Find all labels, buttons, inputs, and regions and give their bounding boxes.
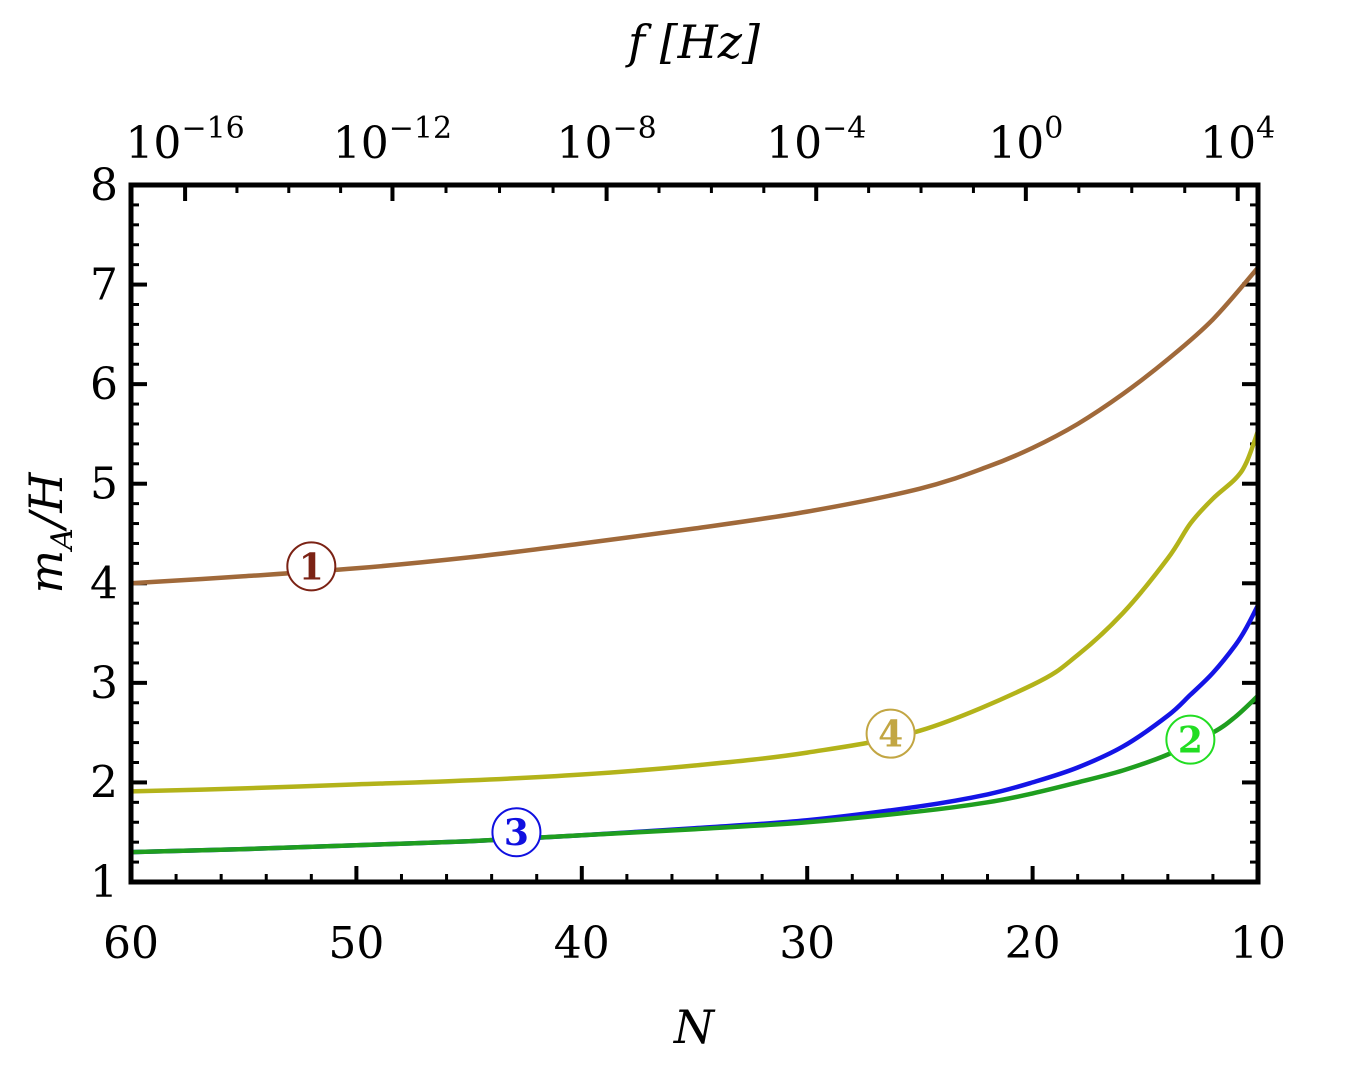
top-tick-label: 10−8 <box>556 111 656 169</box>
plot-frame <box>128 182 1261 885</box>
series-2-marker-label: 2 <box>1178 720 1203 762</box>
x-tick-label: 30 <box>779 918 835 969</box>
svg-text:mA/H: mA/H <box>19 472 80 594</box>
series-2-line <box>130 694 1260 855</box>
y-tick-label: 5 <box>90 459 118 510</box>
y-tick-label: 8 <box>90 160 118 211</box>
y-tick-label: 2 <box>90 757 118 808</box>
tick-marks <box>129 183 1260 884</box>
x-tick-label: 40 <box>554 918 610 969</box>
x-tick-label: 20 <box>1005 918 1061 969</box>
tick-labels: 60 50 40 30 20 10 1 2 3 4 5 6 7 810−16 10−12 10−8 10−4 10… <box>90 111 1286 969</box>
top-axis-title: f [Hz] <box>625 15 760 69</box>
y-tick-label: 6 <box>90 359 118 410</box>
series-1-line <box>130 266 1260 586</box>
series-2-marker-circle <box>1165 714 1216 765</box>
series-3-marker-circle <box>491 807 542 858</box>
y-axis-title: mA/H <box>19 472 80 594</box>
series-4-line <box>130 430 1261 794</box>
series-markers: 1 4 3 2 <box>286 541 1216 858</box>
series-3-line <box>130 604 1260 855</box>
series-4-marker-circle <box>865 708 916 759</box>
top-tick-label: 100 <box>988 111 1063 169</box>
x-tick-label: 10 <box>1230 918 1286 969</box>
series-1-marker-label: 1 <box>299 546 324 588</box>
x-axis-title: N <box>673 1000 716 1054</box>
y-tick-label: 4 <box>90 558 118 609</box>
series-4-marker-label: 4 <box>878 714 903 756</box>
top-tick-label: 104 <box>1200 111 1275 169</box>
top-tick-label: 10−12 <box>333 111 452 169</box>
y-tick-label: 7 <box>90 260 118 311</box>
series-1-marker-circle <box>286 541 337 592</box>
top-tick-label: 10−4 <box>766 111 866 169</box>
top-tick-label: 10−16 <box>125 111 244 169</box>
y-tick-label: 3 <box>90 658 118 709</box>
x-tick-label: 60 <box>103 918 159 969</box>
y-tick-label: 1 <box>90 857 118 908</box>
series-3-marker-label: 3 <box>504 812 529 854</box>
x-tick-label: 50 <box>328 918 384 969</box>
